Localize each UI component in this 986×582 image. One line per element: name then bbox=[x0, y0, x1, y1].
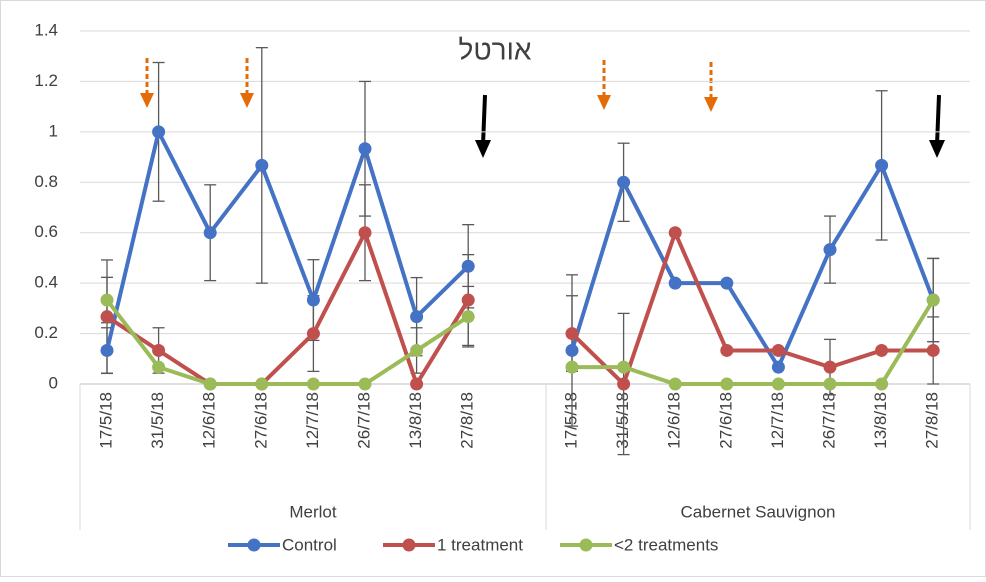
data-point bbox=[823, 243, 837, 257]
y-tick-label: 0.4 bbox=[34, 273, 58, 292]
data-point bbox=[771, 343, 785, 357]
legend-marker bbox=[579, 538, 593, 552]
data-point bbox=[926, 343, 940, 357]
x-tick-label: 27/8/18 bbox=[923, 392, 942, 449]
data-point bbox=[720, 343, 734, 357]
data-point bbox=[668, 226, 682, 240]
data-point bbox=[306, 327, 320, 341]
x-tick-label: 13/8/18 bbox=[871, 392, 890, 449]
data-point bbox=[306, 377, 320, 391]
data-point bbox=[410, 310, 424, 324]
series-line bbox=[105, 129, 470, 351]
chart-title: אורטל bbox=[459, 34, 532, 65]
data-point bbox=[100, 343, 114, 357]
data-point bbox=[255, 377, 269, 391]
data-point bbox=[617, 360, 631, 374]
data-point bbox=[875, 343, 889, 357]
series-line bbox=[105, 298, 470, 386]
data-point bbox=[410, 377, 424, 391]
data-point bbox=[875, 158, 889, 172]
data-point bbox=[617, 377, 631, 391]
data-point bbox=[203, 226, 217, 240]
data-point bbox=[100, 293, 114, 307]
x-tick-label: 12/6/18 bbox=[200, 392, 219, 449]
series-line bbox=[572, 298, 935, 386]
y-tick-label: 0 bbox=[49, 373, 58, 392]
data-point bbox=[823, 360, 837, 374]
y-tick-label: 0.2 bbox=[34, 323, 58, 342]
data-point bbox=[358, 142, 372, 156]
data-point bbox=[565, 360, 579, 374]
data-point bbox=[203, 377, 217, 391]
data-point bbox=[720, 276, 734, 290]
legend-marker bbox=[402, 538, 416, 552]
data-point bbox=[306, 293, 320, 307]
data-point bbox=[410, 343, 424, 357]
data-point bbox=[771, 360, 785, 374]
x-tick-label: 13/8/18 bbox=[406, 392, 425, 449]
data-point bbox=[358, 377, 372, 391]
data-point bbox=[668, 377, 682, 391]
data-point bbox=[152, 343, 166, 357]
x-tick-label: 26/7/18 bbox=[819, 392, 838, 449]
data-point bbox=[771, 377, 785, 391]
group-label: Merlot bbox=[289, 502, 337, 521]
legend-label: <2 treatments bbox=[614, 535, 718, 554]
y-tick-label: 1 bbox=[49, 121, 58, 140]
x-tick-label: 12/7/18 bbox=[768, 392, 787, 449]
x-tick-label: 12/7/18 bbox=[303, 392, 322, 449]
data-point bbox=[668, 276, 682, 290]
data-point bbox=[461, 293, 475, 307]
annotation-arrows bbox=[140, 58, 945, 158]
y-tick-label: 0.8 bbox=[34, 172, 58, 191]
legend-label: Control bbox=[282, 535, 337, 554]
legend-marker bbox=[247, 538, 261, 552]
group-label: Cabernet Sauvignon bbox=[680, 502, 835, 521]
data-point bbox=[823, 377, 837, 391]
x-tick-label: 31/5/18 bbox=[613, 392, 632, 449]
x-tick-label: 26/7/18 bbox=[354, 392, 373, 449]
data-point bbox=[152, 360, 166, 374]
data-point bbox=[152, 125, 166, 139]
data-point bbox=[358, 226, 372, 240]
legend-label: 1 treatment bbox=[437, 535, 523, 554]
data-point bbox=[100, 310, 114, 324]
data-point bbox=[461, 259, 475, 273]
x-tick-label: 31/5/18 bbox=[148, 392, 167, 449]
x-tick-label: 27/6/18 bbox=[251, 392, 270, 449]
series-line bbox=[105, 230, 470, 386]
data-point bbox=[720, 377, 734, 391]
x-tick-label: 27/6/18 bbox=[716, 392, 735, 449]
data-point bbox=[875, 377, 889, 391]
x-tick-label: 17/5/18 bbox=[561, 392, 580, 449]
y-tick-label: 1.4 bbox=[34, 20, 58, 39]
x-tick-label: 17/5/18 bbox=[96, 392, 115, 449]
data-point bbox=[461, 310, 475, 324]
data-point bbox=[565, 327, 579, 341]
data-point bbox=[255, 158, 269, 172]
y-tick-label: 0.6 bbox=[34, 222, 58, 241]
series-line bbox=[570, 163, 936, 370]
series-line bbox=[570, 230, 934, 386]
data-point bbox=[617, 175, 631, 189]
x-tick-label: 27/8/18 bbox=[458, 392, 477, 449]
x-tick-label: 12/6/18 bbox=[665, 392, 684, 449]
data-point bbox=[926, 293, 940, 307]
data-point bbox=[565, 343, 579, 357]
y-tick-label: 1.2 bbox=[34, 71, 58, 90]
